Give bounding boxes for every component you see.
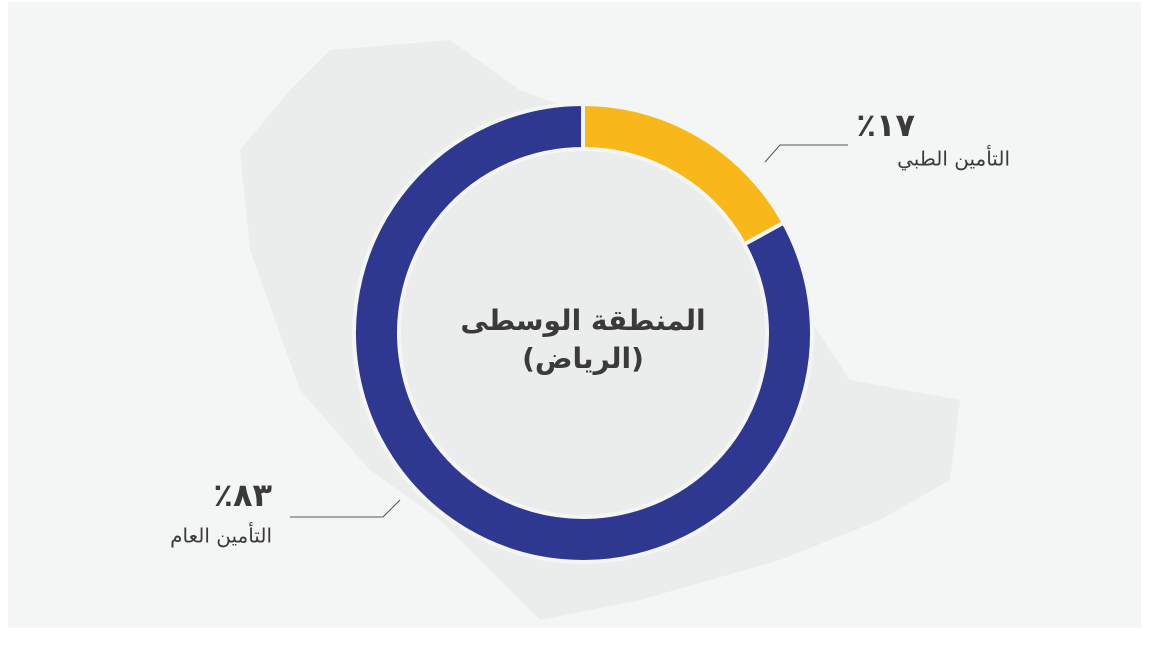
donut-segment bbox=[352, 101, 814, 564]
center-title: المنطقة الوسطى bbox=[460, 304, 705, 337]
center-subtitle: (الرياض) bbox=[522, 342, 644, 375]
leader-line bbox=[764, 144, 848, 163]
value-label: ٪٨٣ bbox=[213, 476, 272, 514]
value-label: ٪١٧ bbox=[856, 106, 915, 144]
category-label: التأمين العام bbox=[170, 522, 272, 548]
category-label: التأمين الطبي bbox=[897, 145, 1010, 172]
leader-line bbox=[290, 499, 401, 518]
